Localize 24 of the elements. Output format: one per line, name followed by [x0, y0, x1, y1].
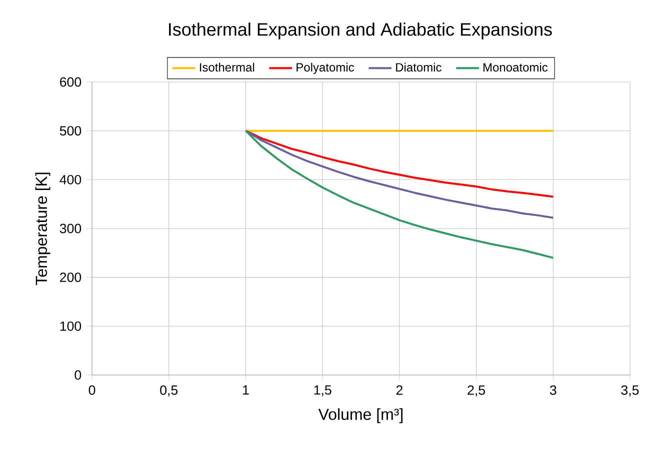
legend-label: Polyatomic — [296, 62, 354, 74]
y-tick-label: 100 — [60, 321, 82, 331]
x-tick-label: 2 — [396, 385, 402, 395]
legend-label: Monoatomic — [484, 62, 548, 72]
y-tick-label: 200 — [60, 272, 82, 282]
y-tick-label: 0 — [74, 370, 82, 380]
x-tick-label: 3,5 — [621, 385, 639, 396]
legend-label: Isothermal — [200, 62, 254, 72]
y-tick-label: 300 — [60, 224, 82, 234]
line-series — [244, 130, 554, 259]
x-tick-label: 0 — [88, 385, 96, 395]
y-tick-label: 500 — [60, 126, 82, 136]
y-tick-label: 600 — [60, 77, 82, 87]
x-tick-label: 3 — [550, 385, 556, 395]
y-tick-label: 400 — [60, 174, 82, 184]
chart-title: Isothermal Expansion and Adiabatic Expansions — [169, 22, 552, 40]
y-axis-title: Temperature [K] — [35, 172, 50, 286]
x-axis-title: Volume [m³] — [318, 408, 403, 424]
x-tick-label: 1 — [243, 385, 249, 395]
legend-label: Diatomic — [396, 62, 442, 72]
x-tick-label: 2,5 — [468, 385, 485, 396]
x-tick-label: 0,5 — [160, 385, 178, 396]
line-series — [244, 130, 554, 198]
x-tick-label: 1,5 — [314, 385, 332, 396]
